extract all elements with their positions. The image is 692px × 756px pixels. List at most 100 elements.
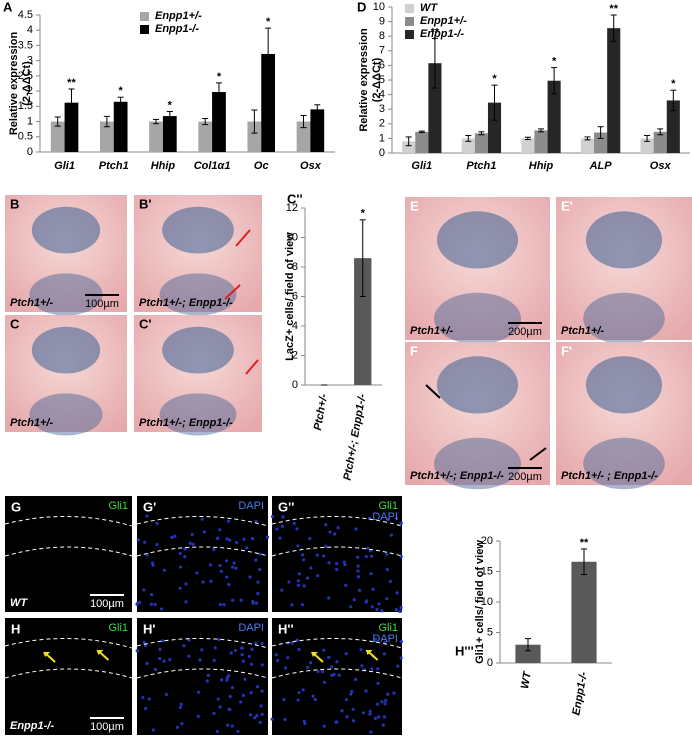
stain-label: Gli1 — [378, 500, 398, 512]
panel-label: D — [357, 0, 366, 14]
nucleus — [183, 547, 187, 551]
nucleus — [229, 651, 233, 655]
nucleus — [270, 717, 274, 721]
arrow-head — [43, 652, 51, 657]
bar — [547, 80, 561, 153]
nucleus — [359, 648, 363, 652]
nucleus — [283, 666, 288, 670]
nucleus — [364, 554, 368, 559]
x-tick-label: Ptch1 — [99, 160, 129, 172]
nucleus — [370, 667, 374, 671]
y-tick-label: 4 — [27, 24, 33, 36]
panel-caption: WT — [10, 597, 28, 609]
nucleus — [259, 704, 263, 708]
nucleus — [345, 715, 349, 719]
significance: * — [168, 99, 173, 111]
nucleus — [241, 693, 245, 697]
nucleus — [249, 662, 254, 666]
bar — [354, 258, 372, 385]
nucleus — [361, 711, 366, 715]
stained-cartilage — [585, 356, 663, 414]
nucleus — [224, 559, 229, 563]
y-tick-label: 8 — [292, 261, 298, 273]
nucleus — [365, 599, 369, 603]
legend-label: Enpp1-/- — [155, 23, 199, 35]
arrow-head — [96, 650, 104, 655]
scale-label: 100µm — [85, 298, 119, 310]
nucleus — [220, 678, 224, 682]
stain-label: Gli1 — [108, 500, 128, 512]
y-tick-label: 0.5 — [18, 131, 33, 143]
nucleus — [274, 653, 278, 657]
micrograph — [5, 496, 132, 612]
y-tick-label: 4.5 — [18, 9, 33, 21]
micrograph — [137, 496, 268, 612]
panel-label: F' — [561, 343, 572, 358]
nucleus — [153, 667, 158, 671]
nucleus — [300, 603, 305, 607]
nucleus — [240, 653, 244, 657]
x-tick-label: Ptch+/- — [312, 393, 330, 432]
nucleus — [243, 677, 247, 681]
stained-cartilage — [436, 211, 519, 269]
y-tick-label: 1 — [379, 132, 385, 144]
panel-caption: Ptch1+/- — [561, 325, 604, 337]
nucleus — [216, 697, 220, 701]
nucleus — [278, 536, 282, 540]
nucleus — [385, 552, 389, 556]
bar — [461, 138, 475, 153]
nucleus — [375, 702, 380, 706]
nucleus — [380, 609, 384, 613]
nucleus — [305, 576, 310, 580]
y-axis-label: Relative expression — [358, 28, 370, 132]
bar — [198, 121, 213, 152]
nucleus — [247, 654, 252, 659]
significance: * — [118, 85, 123, 97]
nucleus — [222, 603, 226, 607]
nucleus — [173, 534, 177, 538]
stain-label: Gli1 — [378, 622, 398, 634]
y-tick-label: 5 — [487, 626, 493, 638]
nucleus — [292, 521, 296, 526]
nucleus — [260, 689, 264, 693]
bar — [296, 121, 311, 152]
scale-label: 200µm — [508, 326, 542, 338]
y-tick-label: 0 — [292, 379, 298, 391]
nucleus — [396, 664, 400, 668]
nucleus — [382, 715, 387, 719]
nucleus — [388, 579, 392, 583]
y-tick-label: 15 — [481, 565, 493, 577]
arrow — [224, 284, 241, 300]
nucleus — [153, 602, 157, 607]
nucleus — [301, 688, 305, 692]
nucleus — [250, 536, 255, 541]
nucleus — [382, 652, 386, 656]
nucleus — [182, 644, 186, 648]
nucleus — [383, 702, 387, 706]
tissue-boundary — [4, 546, 133, 557]
panel-caption: Ptch1+/-; Enpp1-/- — [410, 470, 504, 482]
bar — [402, 141, 416, 153]
scale-label: 100µm — [90, 721, 124, 733]
arrow-head — [311, 652, 318, 657]
nucleus — [155, 542, 159, 547]
nucleus — [175, 725, 179, 729]
nucleus — [241, 659, 246, 663]
nucleus — [322, 680, 327, 684]
panel-caption: Ptch1+/- — [10, 297, 53, 309]
nucleus — [352, 598, 356, 602]
nucleus — [315, 553, 319, 557]
nucleus — [145, 661, 149, 666]
nucleus — [239, 700, 243, 704]
panel-label: H' — [143, 621, 155, 636]
nucleus — [161, 639, 165, 643]
tissue-boundary — [271, 516, 403, 527]
tissue-boundary — [4, 668, 133, 679]
stained-cartilage — [29, 273, 103, 316]
bar — [64, 102, 79, 152]
nucleus — [300, 553, 305, 557]
nucleus — [327, 655, 331, 659]
nucleus — [142, 588, 146, 592]
nucleus — [160, 607, 164, 611]
nucleus — [369, 554, 374, 558]
